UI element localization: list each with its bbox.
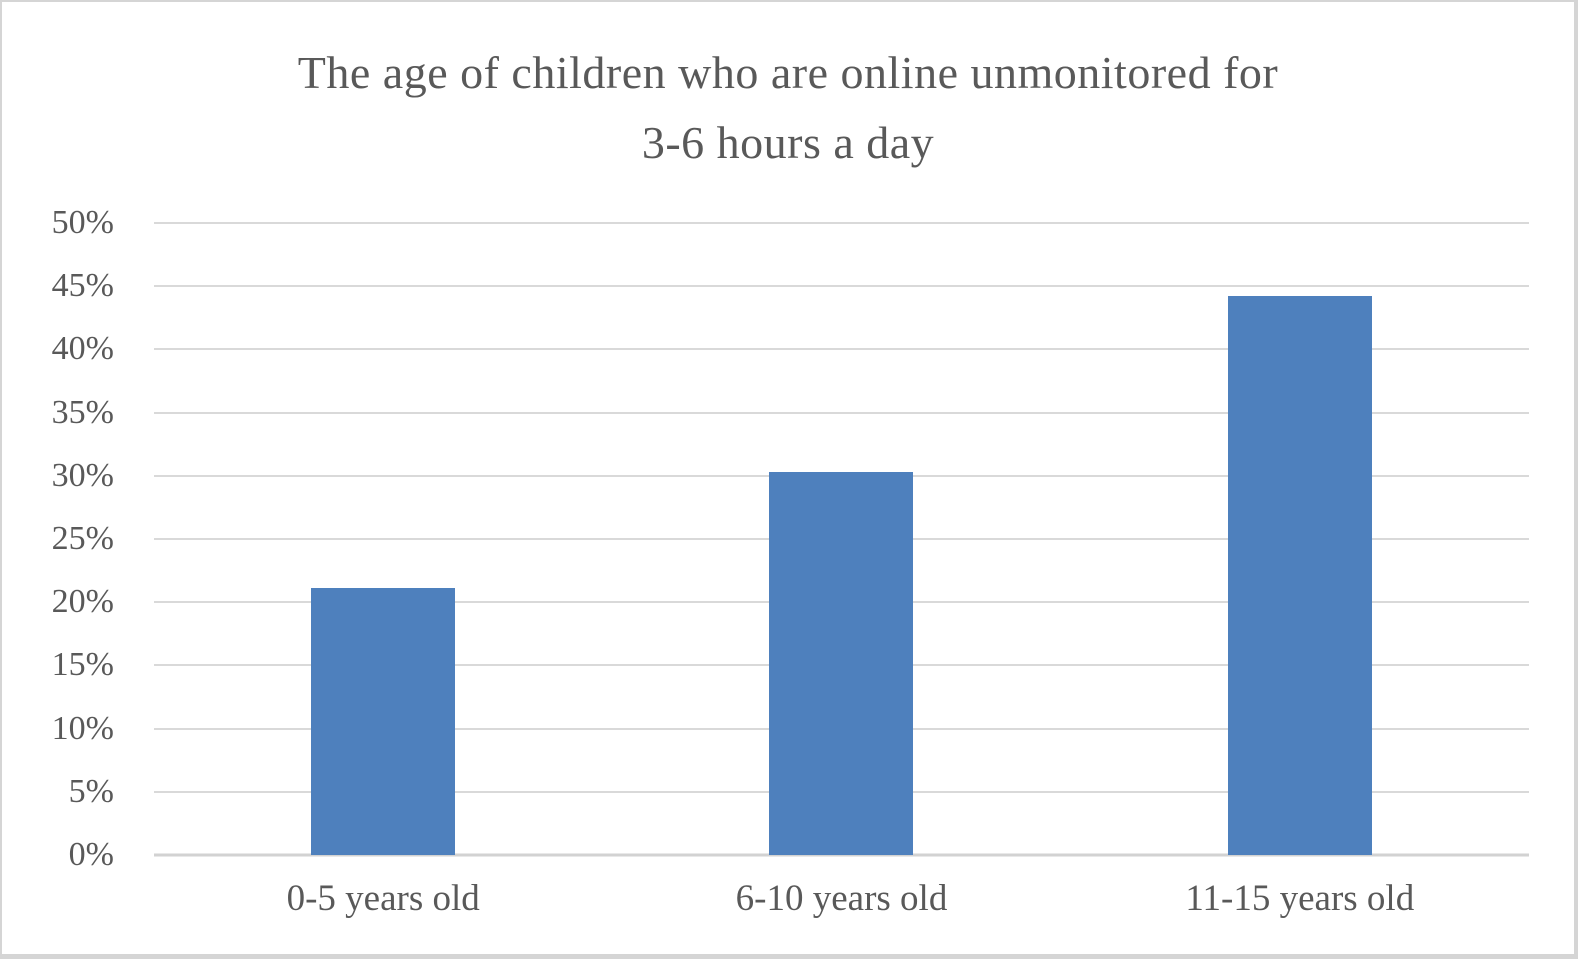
bar: [1227, 296, 1372, 855]
y-tick-label: 45%: [51, 267, 114, 305]
chart-title-line1: The age of children who are online unmon…: [297, 47, 1279, 98]
gridline: [154, 348, 1529, 351]
gridline: [154, 222, 1529, 224]
x-category-label: 6-10 years old: [735, 878, 948, 919]
chart-title: The age of children who are online unmon…: [2, 38, 1574, 178]
x-axis: 0-5 years old 6-10 years old 11-15 years o…: [154, 877, 1529, 920]
bar: [769, 472, 914, 855]
x-category-label: 11-15 years old: [1185, 878, 1415, 919]
y-tick-label: 5%: [68, 772, 114, 810]
y-tick-label: 10%: [51, 709, 114, 747]
plot-area: 50% 45% 40% 35% 30% 25% 20% 15% 10% 5% 0%: [52, 206, 1529, 872]
bar: [311, 588, 456, 855]
y-tick-label: 15%: [51, 646, 114, 684]
y-tick-label: 40%: [51, 330, 114, 368]
y-tick-label: 25%: [51, 520, 114, 557]
bar-series: [154, 223, 1529, 855]
gridline: [154, 285, 1529, 288]
bar-slot: [1071, 223, 1529, 855]
x-axis-line: [154, 853, 1529, 857]
y-tick-label: 0%: [68, 836, 114, 873]
y-tick-label: 20%: [51, 583, 114, 621]
gridline: [154, 411, 1529, 414]
chart-title-line2: 3-6 hours a day: [641, 117, 935, 168]
y-tick-label: 35%: [51, 393, 114, 431]
y-tick-label: 50%: [51, 204, 114, 241]
bar-slot: [612, 223, 1070, 855]
y-tick-label: 30%: [51, 456, 114, 494]
bar-slot: [154, 223, 612, 855]
x-category-label: 0-5 years old: [286, 878, 480, 919]
